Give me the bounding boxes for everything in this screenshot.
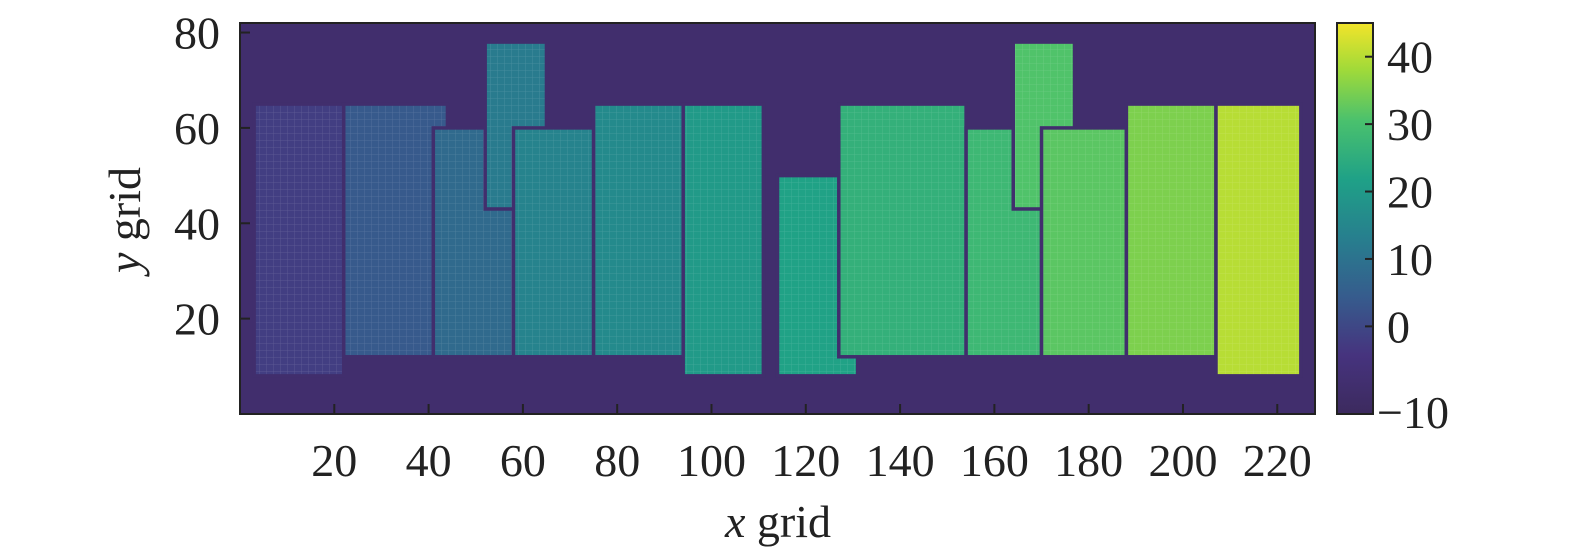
x-tick-label: 100 xyxy=(677,435,746,486)
x-axis-ticks: 20 40 60 80 100 120 140 160 180 200 220 xyxy=(311,404,1312,486)
heatmap-region-border-r14 xyxy=(1214,102,1303,378)
heatmap-region-texture-r1 xyxy=(254,104,344,376)
y-axis-label: y grid xyxy=(99,167,150,277)
heatmap-region-texture-r6 xyxy=(593,104,688,357)
heatmap-region-texture-r14 xyxy=(1215,104,1301,376)
colorbar-tick-label: 40 xyxy=(1387,32,1433,83)
colorbar-frame xyxy=(1336,22,1374,415)
heatmap-region-texture-r13 xyxy=(1126,104,1216,357)
heatmap-region-texture-r12 xyxy=(1041,127,1127,357)
y-axis-ticks: 20 40 60 80 xyxy=(174,8,250,345)
colorbar: 40 30 20 10 0 −10 xyxy=(1336,22,1449,438)
colorbar-tick-label: 10 xyxy=(1387,234,1433,285)
heatmap-regions xyxy=(252,40,1303,378)
y-tick-label: 40 xyxy=(174,198,220,249)
x-axis-label-text: grid xyxy=(745,496,831,547)
y-axis-label-var: y xyxy=(99,252,150,277)
colorbar-tick-label: 0 xyxy=(1387,301,1410,352)
colorbar-tick-label: 20 xyxy=(1387,167,1433,218)
x-axis-label: x grid xyxy=(724,496,831,547)
x-tick-label: 20 xyxy=(311,435,357,486)
colorbar-ticks: 40 30 20 10 0 −10 xyxy=(1365,32,1449,438)
x-tick-label: 220 xyxy=(1243,435,1312,486)
y-tick-label: 80 xyxy=(174,8,220,59)
x-axis-label-var: x xyxy=(724,496,746,547)
colorbar-bottom-label: −10 xyxy=(1377,387,1449,438)
x-tick-label: 60 xyxy=(500,435,546,486)
x-tick-label: 180 xyxy=(1054,435,1123,486)
x-tick-label: 40 xyxy=(406,435,452,486)
heatmap-region-texture-r5 xyxy=(513,127,594,357)
x-tick-label: 140 xyxy=(866,435,935,486)
plot-frame xyxy=(239,22,1316,415)
y-tick-label: 20 xyxy=(174,294,220,345)
y-tick-label: 60 xyxy=(174,103,220,154)
y-axis-label-text: grid xyxy=(99,167,150,253)
heatmap-region-border-r7 xyxy=(681,102,766,378)
colorbar-gradient xyxy=(1337,23,1373,414)
x-tick-label: 200 xyxy=(1148,435,1217,486)
heatmap-region-texture-r7 xyxy=(683,104,764,376)
heatmap-region-texture-r2 xyxy=(343,104,448,357)
x-tick-label: 120 xyxy=(771,435,840,486)
x-tick-label: 160 xyxy=(960,435,1029,486)
colorbar-tick-label: 30 xyxy=(1387,99,1433,150)
x-tick-label: 80 xyxy=(594,435,640,486)
heatmap-region-texture-r9 xyxy=(838,104,967,357)
plot-area xyxy=(239,22,1316,415)
